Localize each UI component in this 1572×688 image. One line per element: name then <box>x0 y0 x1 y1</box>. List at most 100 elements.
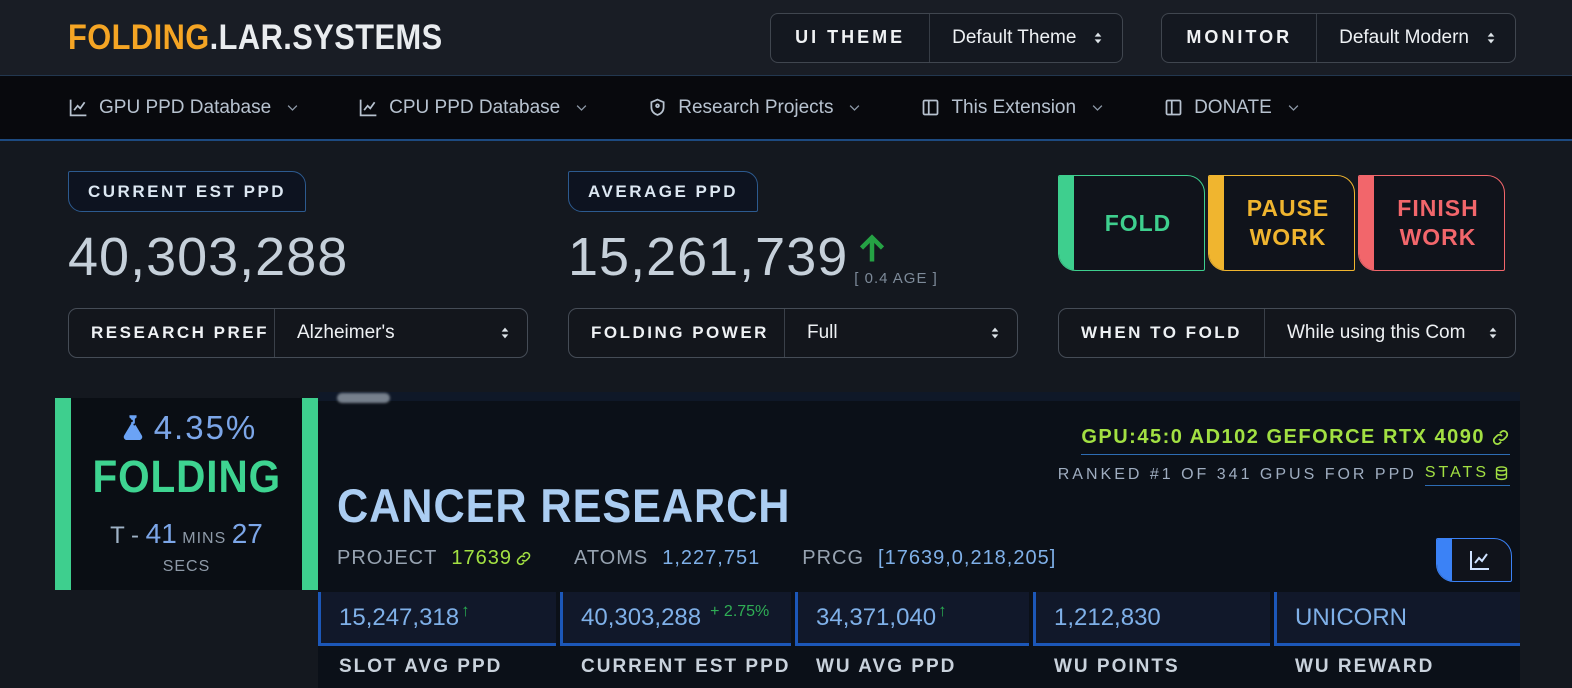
when-to-fold-value: While using this Com <box>1287 322 1466 343</box>
slot-status-text: FOLDING <box>92 451 281 502</box>
chart-line-icon <box>1470 551 1489 570</box>
current-est-ppd-cell-value: 40,303,288 <box>581 603 702 631</box>
link-icon <box>1492 430 1509 445</box>
ui-theme-control: UI THEME Default Theme <box>770 12 1124 63</box>
gpu-stats-link[interactable]: STATS <box>1424 464 1510 486</box>
project-number: 17639 <box>451 547 512 569</box>
slot-progress-value: 4.35% <box>153 409 258 446</box>
current-est-ppd-value: 40,303,288 <box>68 227 349 287</box>
eta-seconds: 27 <box>231 518 263 549</box>
pause-work-button-label: PAUSE WORK <box>1246 195 1330 250</box>
gpu-rank-text: RANKED #1 OF 341 GPUS FOR PPD <box>1057 466 1417 483</box>
folding-power-control: FOLDING POWER Full <box>568 308 1018 358</box>
wu-points-cell: 1,212,830 <box>1033 592 1270 646</box>
chevron-down-icon <box>1092 105 1103 111</box>
nav-label: This Extension <box>951 96 1077 118</box>
current-est-ppd-stat: CURRENT EST PPD 40,303,288 <box>68 171 348 288</box>
select-updown-icon <box>501 327 509 339</box>
chart-line-icon <box>69 99 87 117</box>
ui-theme-value: Default Theme <box>952 26 1077 48</box>
nav-this-extension[interactable]: This Extension <box>920 97 1105 119</box>
trend-up-icon <box>860 234 885 262</box>
chevron-down-icon <box>576 105 587 111</box>
shield-icon <box>650 98 665 116</box>
slot-avg-ppd-header: SLOT AVG PPD <box>339 656 503 677</box>
wu-points-value: 1,212,830 <box>1054 603 1161 631</box>
select-updown-icon <box>1487 32 1495 43</box>
nav-gpu-ppd-database[interactable]: GPU PPD Database <box>68 97 300 119</box>
eta-minutes: 41 <box>145 518 177 549</box>
when-to-fold-label: WHEN TO FOLD <box>1059 309 1265 357</box>
card-top-strip <box>318 392 1520 401</box>
window-icon <box>1165 99 1182 116</box>
prcg-label: PRCG <box>802 547 865 569</box>
pause-work-button[interactable]: PAUSE WORK <box>1208 175 1355 271</box>
work-unit-title: CANCER RESEARCH <box>337 479 791 532</box>
folding-power-value: Full <box>807 322 838 343</box>
link-icon <box>516 551 531 566</box>
database-icon <box>1495 465 1508 480</box>
main-nav: GPU PPD Database CPU PPD Database Resear… <box>0 75 1572 141</box>
monitor-label: MONITOR <box>1162 13 1318 62</box>
average-ppd-age: [ 0.4 AGE ] <box>854 270 938 287</box>
chevron-down-icon <box>850 105 860 111</box>
nav-cpu-ppd-database[interactable]: CPU PPD Database <box>358 97 589 119</box>
eta-seconds-label: SECS <box>162 558 211 575</box>
fold-button[interactable]: FOLD <box>1058 175 1205 271</box>
nav-label: DONATE <box>1194 96 1272 118</box>
research-pref-select[interactable]: Alzheimer's <box>275 309 527 357</box>
finish-work-button-label: FINISH WORK <box>1397 195 1479 250</box>
work-unit-detail: GPU:45:0 AD102 GEFORCE RTX 4090 RANKED #… <box>318 392 1520 688</box>
work-unit-card: 4.35% FOLDING T - 41 MINS 27 SECS GPU:45… <box>55 392 1520 688</box>
folding-power-select[interactable]: Full <box>785 309 1017 357</box>
wu-avg-ppd-cell: 34,371,040 ↑ <box>795 592 1029 646</box>
wu-reward-cell: UNICORN <box>1274 592 1520 646</box>
research-pref-control: RESEARCH PREF Alzheimer's <box>68 308 528 358</box>
gpu-name: GPU:45:0 AD102 GEFORCE RTX 4090 <box>1081 426 1485 448</box>
ui-theme-select[interactable]: Default Theme <box>930 14 1122 62</box>
main-content: CURRENT EST PPD 40,303,288 AVERAGE PPD 1… <box>0 141 1572 688</box>
wu-reward-value: UNICORN <box>1295 603 1407 631</box>
chart-line-icon <box>359 99 377 117</box>
logo-part-lar-systems: .LAR.SYSTEMS <box>209 17 443 57</box>
slot-progress: 4.35% <box>116 409 258 447</box>
project-link[interactable]: 17639 <box>451 547 532 570</box>
nav-research-projects[interactable]: Research Projects <box>647 97 862 119</box>
header-controls: UI THEME Default Theme MONITOR Default M… <box>770 12 1516 63</box>
flask-icon <box>123 415 142 441</box>
slot-eta: T - 41 MINS 27 SECS <box>87 513 287 579</box>
blurred-label <box>337 393 390 403</box>
wu-stats-row: 15,247,318 ↑ 40,303,288 + 2.75% 34,371,040… <box>318 592 1520 646</box>
research-pref-label: RESEARCH PREF <box>69 309 275 357</box>
atoms-label: ATOMS <box>573 547 649 569</box>
nav-donate[interactable]: DONATE <box>1163 97 1301 119</box>
research-pref-value: Alzheimer's <box>297 322 395 343</box>
eta-prefix: T - <box>110 522 146 549</box>
trend-up-icon: ↑ <box>938 600 947 620</box>
finish-work-button[interactable]: FINISH WORK <box>1358 175 1505 271</box>
ppd-delta: + 2.75% <box>710 602 770 620</box>
project-label: PROJECT <box>337 547 438 569</box>
when-to-fold-select[interactable]: While using this Com <box>1265 309 1515 357</box>
select-updown-icon <box>1489 327 1497 339</box>
wu-points-header: WU POINTS <box>1054 656 1180 677</box>
ui-theme-label: UI THEME <box>771 13 931 62</box>
monitor-select[interactable]: Default Modern <box>1317 14 1515 62</box>
wu-avg-ppd-value: 34,371,040 <box>816 603 937 631</box>
trend-up-icon: ↑ <box>461 600 470 620</box>
gpu-link[interactable]: GPU:45:0 AD102 GEFORCE RTX 4090 <box>1081 426 1510 455</box>
work-unit-meta: PROJECT 17639 ATOMS 1,227,751 PRCG [1763… <box>337 547 1056 570</box>
average-ppd-tag: AVERAGE PPD <box>568 171 758 212</box>
monitor-value: Default Modern <box>1339 26 1469 48</box>
average-ppd-value: 15,261,739 <box>568 227 849 287</box>
wu-chart-button[interactable] <box>1436 538 1512 582</box>
current-est-ppd-tag: CURRENT EST PPD <box>68 171 307 212</box>
select-updown-icon <box>991 327 999 339</box>
nav-label: GPU PPD Database <box>99 96 272 118</box>
nav-label: Research Projects <box>678 96 834 118</box>
window-icon <box>923 99 939 116</box>
average-ppd-stat: AVERAGE PPD 15,261,739 [ 0.4 AGE ] <box>568 171 938 288</box>
when-to-fold-control: WHEN TO FOLD While using this Com <box>1058 308 1516 358</box>
app-logo[interactable]: FOLDING.LAR.SYSTEMS <box>68 18 443 58</box>
folding-power-label: FOLDING POWER <box>569 309 785 357</box>
